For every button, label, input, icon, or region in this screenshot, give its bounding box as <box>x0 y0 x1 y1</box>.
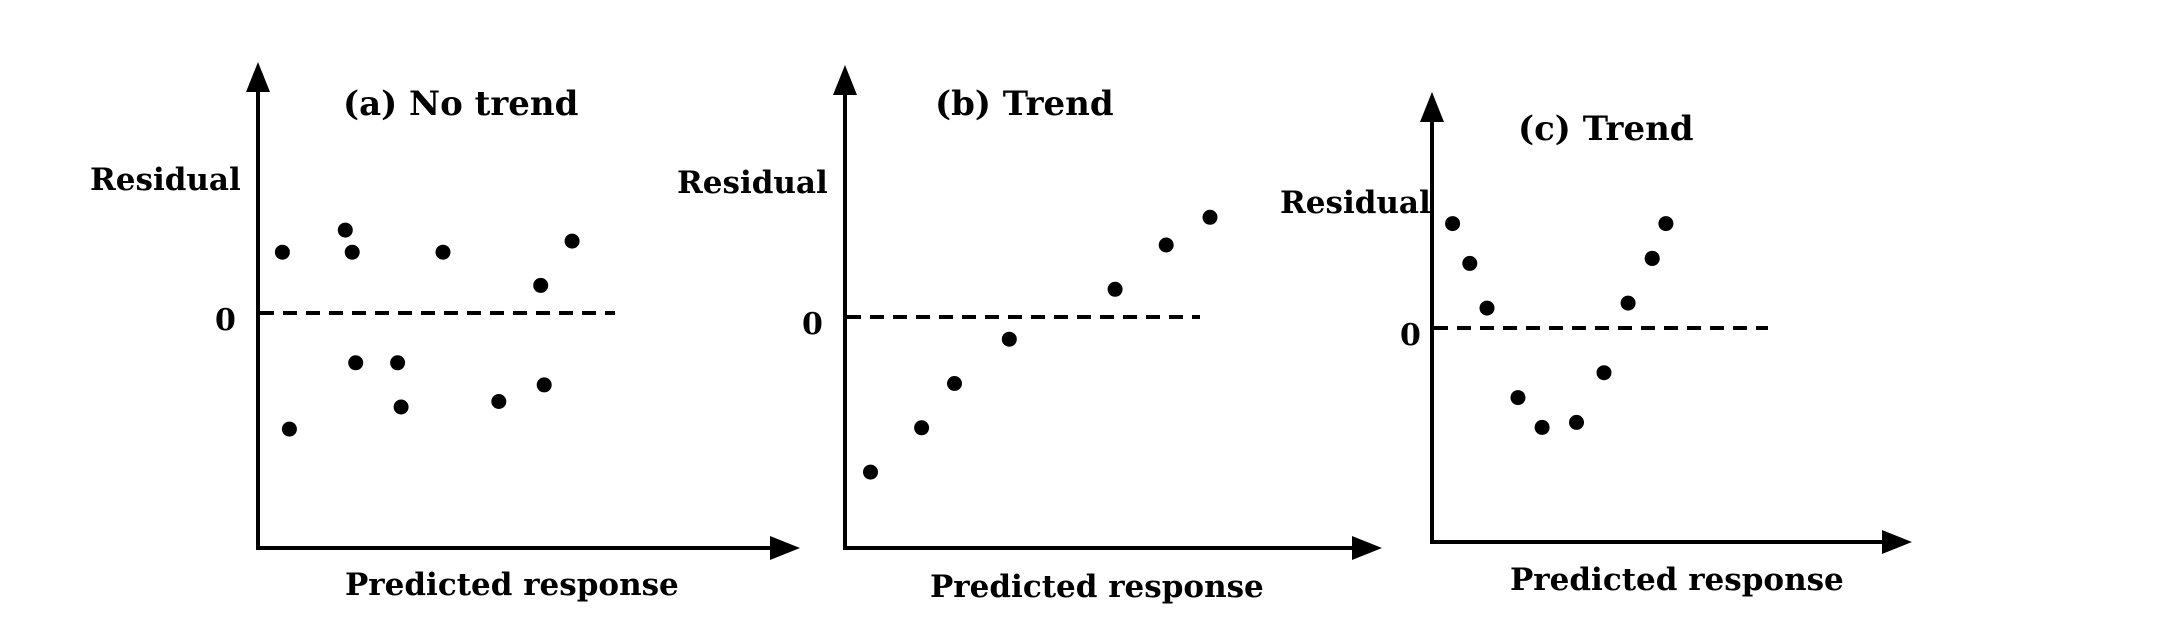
panel-c-ylabel: Residual <box>1280 185 1431 221</box>
panel-c-y-axis-arrow <box>1420 92 1444 122</box>
panel-c-point-4 <box>1510 390 1526 406</box>
panel-b-y-axis-arrow <box>833 65 857 95</box>
panel-c-point-6 <box>1569 414 1584 430</box>
panel-c-points <box>1445 216 1674 435</box>
panel-c-point-8 <box>1620 295 1636 311</box>
panel-c-point-7 <box>1596 365 1612 381</box>
panel-a-point-10 <box>533 277 549 293</box>
panel-a-points <box>274 222 580 437</box>
panel-a: (a) No trend Residual 0 Predicted respon… <box>90 62 800 603</box>
panel-c-point-10 <box>1644 250 1660 266</box>
panel-a-point-2 <box>281 421 297 437</box>
panel-b-x-axis-arrow <box>1352 536 1382 560</box>
panel-c-xlabel: Predicted response <box>1510 562 1844 598</box>
panel-c-point-2 <box>1462 255 1478 271</box>
panel-a-zero-label: 0 <box>215 303 236 338</box>
panel-a-point-6 <box>390 355 406 371</box>
panel-b-point-1 <box>863 464 878 480</box>
panel-c-zero-label: 0 <box>1400 318 1421 353</box>
panel-b-point-3 <box>947 376 962 391</box>
panel-b-point-5 <box>1107 281 1123 297</box>
panel-c: (c) Trend Residual 0 Predicted response <box>1280 92 1912 598</box>
panel-b-point-7 <box>1202 209 1218 225</box>
panel-b-title: (b) Trend <box>935 84 1114 124</box>
panel-b-points <box>863 209 1218 480</box>
panel-a-point-1 <box>274 244 290 260</box>
panel-b: (b) Trend Residual 0 Predicted response <box>677 65 1382 605</box>
panel-b-zero-label: 0 <box>802 307 823 342</box>
panel-a-point-4 <box>344 244 360 260</box>
panel-b-ylabel: Residual <box>677 165 828 201</box>
panel-c-point-3 <box>1479 300 1495 316</box>
panel-c-point-11 <box>1658 216 1674 232</box>
panel-a-title: (a) No trend <box>343 84 578 124</box>
panel-a-point-8 <box>435 244 451 260</box>
panel-a-y-axis-arrow <box>246 62 270 92</box>
panel-b-xlabel: Predicted response <box>930 569 1264 605</box>
panel-c-title: (c) Trend <box>1518 109 1694 149</box>
panel-a-point-5 <box>348 355 364 371</box>
panel-b-point-6 <box>1158 237 1174 253</box>
panel-a-point-3 <box>337 222 353 238</box>
panel-b-point-4 <box>1001 331 1017 347</box>
panel-c-point-1 <box>1445 216 1461 232</box>
panel-a-ylabel: Residual <box>90 162 241 198</box>
panel-a-point-12 <box>564 233 580 249</box>
panel-a-point-7 <box>393 399 409 415</box>
panel-a-point-11 <box>536 377 552 393</box>
panel-b-point-2 <box>914 420 930 436</box>
panel-c-x-axis-arrow <box>1882 530 1912 554</box>
panel-a-xlabel: Predicted response <box>345 567 679 603</box>
panel-a-x-axis-arrow <box>770 536 800 560</box>
panel-a-point-9 <box>491 394 507 409</box>
panel-c-point-5 <box>1534 419 1550 435</box>
